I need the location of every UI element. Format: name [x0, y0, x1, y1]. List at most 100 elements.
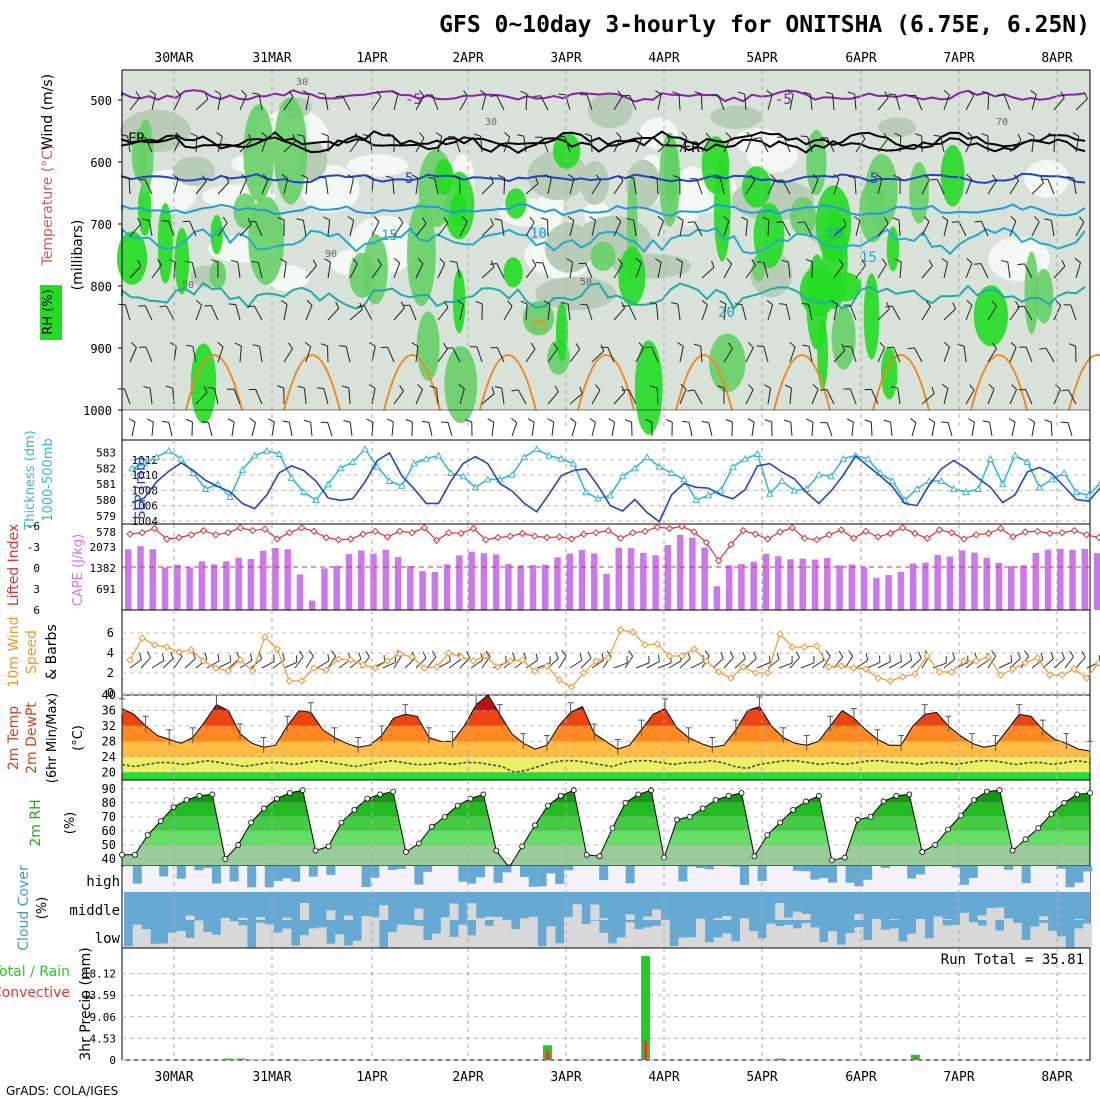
wind-barb — [613, 137, 622, 153]
low-cloud-bar — [828, 931, 837, 948]
wind-barb — [149, 388, 153, 405]
wind-barb-flag — [1008, 418, 1016, 423]
cape-bar — [922, 562, 929, 610]
wind-barb-flag — [138, 305, 146, 307]
wind-barb-flag — [485, 650, 491, 657]
wind-barb — [491, 422, 495, 437]
wind-barb — [998, 661, 1012, 669]
wind-barb-flag — [860, 132, 866, 140]
thickness-marker — [140, 459, 149, 467]
wind-barb — [899, 135, 902, 153]
low-cloud-bar — [405, 924, 415, 948]
wind-barb — [804, 221, 813, 237]
thickness-marker — [189, 469, 198, 477]
low-cloud-bar — [652, 925, 661, 948]
thickness-marker — [471, 483, 480, 491]
cape-bar — [1093, 553, 1100, 610]
wind-barb — [1025, 346, 1033, 363]
wind-barb-flag — [575, 343, 581, 350]
wind-barb-flag — [621, 385, 626, 393]
wind-barb — [789, 94, 794, 111]
wind-barb-flag — [727, 342, 733, 349]
mid-cloud-bar — [493, 917, 503, 920]
cape-bar — [443, 564, 451, 610]
rh-saturated-streak — [174, 227, 190, 295]
wind-barb-flag — [302, 90, 310, 95]
cape-bar — [529, 565, 537, 610]
thickness-tick: 582 — [96, 462, 116, 475]
rh-marker — [390, 788, 396, 795]
thickness-tick: 579 — [96, 510, 116, 523]
wind-barb — [162, 658, 174, 669]
slp-tick: 1012 — [132, 454, 159, 467]
wind-barb — [789, 346, 796, 363]
li-marker — [935, 526, 944, 534]
li-marker — [604, 526, 612, 535]
wind-barb-flag — [894, 258, 902, 263]
wind-barb — [501, 388, 505, 405]
wind-barb — [415, 346, 419, 363]
wind-barb — [569, 348, 581, 363]
rh-contour-label: 30 — [485, 117, 497, 128]
wind-barb — [1067, 389, 1077, 405]
wind-marker — [432, 663, 441, 671]
li-marker — [997, 524, 1005, 533]
wind-barb — [855, 659, 869, 669]
wind-barb-flag — [952, 302, 956, 310]
wind-barb — [877, 347, 886, 363]
wind-barb-flag — [883, 419, 891, 423]
cape-bar — [566, 553, 573, 610]
cape-bar — [664, 544, 672, 610]
wind-axis-title-2: Speed — [24, 630, 40, 674]
wind-barb — [393, 390, 404, 405]
low-cloud-bar — [229, 921, 239, 948]
wind-barb — [511, 422, 518, 437]
rh-marker — [261, 805, 267, 812]
rh-bands — [122, 790, 1090, 866]
date-label-top: 30MAR — [154, 51, 193, 66]
wind-barb-flag — [547, 418, 555, 423]
wind-barb-flag — [327, 653, 330, 661]
wind-barb — [1064, 656, 1074, 669]
wind-barb-flag — [848, 175, 856, 179]
wind-barb-flag — [1068, 343, 1076, 347]
wind-barb-flag — [321, 132, 329, 137]
wind-barb-flag — [701, 421, 709, 423]
precip-axis-title: 3hr Precip (mm) — [78, 947, 94, 1060]
wind-barb — [540, 95, 549, 111]
cape-tick: 1382 — [90, 562, 117, 575]
wind-barb — [151, 660, 165, 669]
wind-barb — [635, 347, 645, 363]
cape-bar — [591, 553, 598, 610]
wind-barb-flag — [820, 137, 828, 139]
li-marker — [911, 529, 919, 538]
isotherm-label: 5 — [405, 171, 413, 187]
wind-barb-flag — [331, 650, 337, 657]
wind-marker — [580, 669, 588, 677]
wind-barb-flag — [764, 384, 771, 389]
cape-bar — [578, 549, 586, 610]
wind-barb — [391, 422, 394, 437]
high-cloud-bar — [247, 866, 257, 888]
thickness-marker — [1072, 488, 1081, 496]
wind-barb-flag — [723, 216, 730, 222]
thickness-marker — [1023, 457, 1032, 465]
low-cloud-bar — [986, 917, 996, 948]
high-cloud-bar — [863, 866, 873, 880]
wind-barb — [128, 177, 131, 195]
rh-tick: 40 — [102, 852, 116, 866]
thickness-marker — [704, 491, 713, 499]
wind-barb-flag — [561, 301, 569, 305]
wind-barb — [613, 221, 622, 237]
cape-bar — [860, 567, 868, 610]
wind-barb-flag — [584, 133, 592, 137]
wind-barb-flag — [847, 91, 855, 95]
cape-bar — [517, 565, 524, 610]
low-cloud-bar — [1074, 928, 1084, 948]
wind-barb-flag — [802, 344, 810, 347]
cape-bar — [603, 573, 610, 610]
wind-barb — [371, 346, 376, 363]
wind-barb — [921, 179, 930, 195]
wind-barb — [976, 659, 989, 669]
